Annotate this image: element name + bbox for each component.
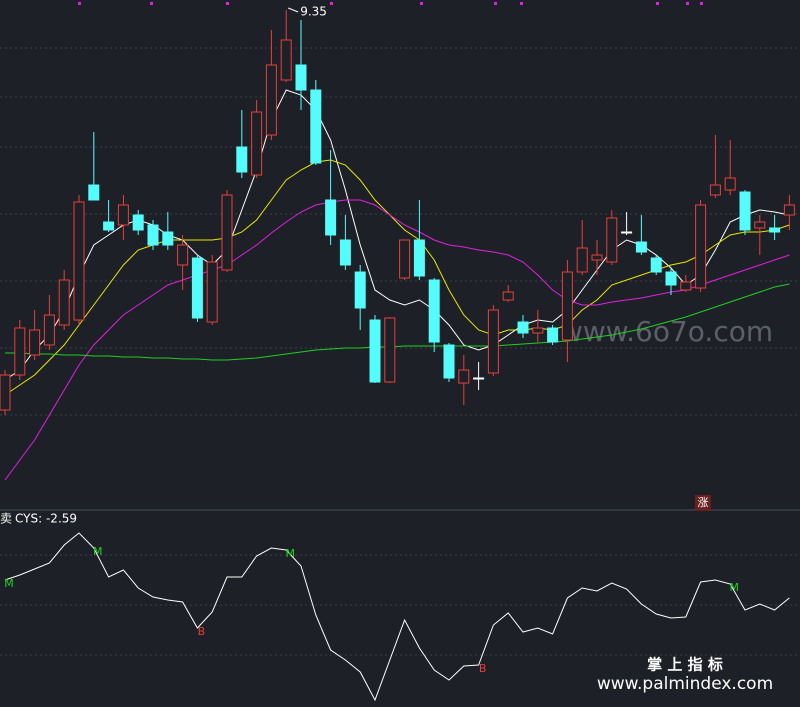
candle-body	[547, 327, 559, 343]
candle-body	[354, 271, 366, 309]
candle-body	[783, 204, 795, 216]
candle-body	[43, 314, 55, 346]
badge: 涨	[698, 496, 709, 509]
candle-body	[695, 204, 707, 289]
watermark: www.6o7o.com	[560, 315, 773, 348]
candle-body	[635, 241, 647, 253]
candle-body	[665, 271, 677, 286]
marker	[520, 2, 523, 5]
candle-body	[0, 374, 11, 411]
indicator-line	[4, 532, 790, 702]
candle-body	[473, 377, 485, 380]
brand-url: www.palmindex.com	[597, 674, 773, 694]
candle-body	[517, 321, 529, 334]
candle-body	[132, 214, 144, 231]
marker	[494, 2, 497, 5]
candle-body	[88, 184, 100, 201]
marker	[700, 2, 703, 5]
candle-body	[606, 217, 618, 263]
candle-body	[680, 281, 692, 291]
candle-body	[739, 191, 751, 231]
candle-body	[103, 221, 115, 231]
signal-label: M	[729, 581, 739, 594]
candle-body	[754, 221, 766, 229]
candle-body	[73, 201, 85, 321]
candle-body	[384, 317, 396, 383]
candle-body	[236, 146, 248, 173]
candle-body	[191, 257, 203, 319]
candle-body	[58, 279, 70, 326]
candle-body	[325, 199, 337, 236]
signal-label: B	[198, 625, 206, 638]
moving-average	[4, 199, 790, 481]
moving-average	[5, 283, 790, 361]
signal-label: M	[93, 545, 103, 558]
candle-body	[532, 327, 544, 334]
candle-body	[621, 231, 633, 234]
candle-body	[502, 291, 514, 301]
candle-body	[147, 224, 159, 246]
candle-body	[487, 309, 499, 374]
candle-body	[561, 271, 573, 341]
marker	[78, 2, 81, 5]
candle-body	[369, 319, 381, 383]
candle-body	[650, 257, 662, 273]
candle-body	[295, 64, 307, 91]
candle-body	[177, 244, 189, 266]
candle-body	[591, 254, 603, 261]
signal-text: 卖	[0, 512, 12, 526]
candle-body	[709, 184, 721, 196]
candle-body	[206, 261, 218, 323]
candle-body	[251, 111, 263, 176]
candle-body	[576, 247, 588, 273]
marker	[150, 2, 153, 5]
candle-body	[280, 39, 292, 81]
high-pointer	[288, 7, 299, 13]
candle-body	[458, 369, 470, 384]
candle-body	[399, 239, 411, 279]
candle-body	[769, 227, 781, 233]
signal-label: B	[479, 662, 487, 675]
candle-body	[339, 239, 351, 266]
signal-label: M	[285, 547, 295, 560]
candle-body	[310, 89, 322, 164]
candle-body	[443, 344, 455, 379]
candle-body	[428, 279, 440, 343]
candle-body	[413, 239, 425, 277]
marker	[686, 2, 689, 5]
candle-body	[221, 194, 233, 271]
badge-box	[695, 495, 711, 511]
candle-body	[117, 204, 129, 226]
high-label: 9.35	[300, 5, 327, 19]
top-markers	[78, 2, 703, 5]
indicator-title: CYS: -2.59	[15, 512, 77, 526]
marker	[330, 2, 333, 5]
marker	[420, 2, 423, 5]
brand: 掌 上 指 标	[647, 656, 723, 674]
marker	[226, 2, 229, 5]
candle-body	[14, 327, 26, 376]
marker	[656, 2, 659, 5]
candle-body	[265, 64, 277, 136]
candle-body	[724, 177, 736, 191]
signal-label: M	[4, 577, 14, 590]
candle-body	[162, 231, 174, 246]
candle-body	[29, 329, 41, 356]
